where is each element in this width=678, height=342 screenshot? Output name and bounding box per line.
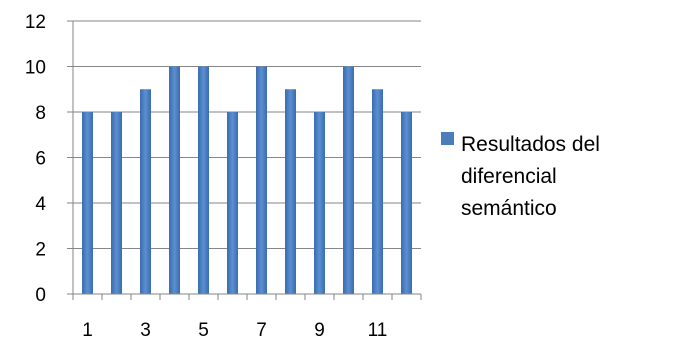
x-tick-label: 3 (140, 320, 151, 341)
y-tick-label: 10 (25, 58, 46, 79)
y-tick-label: 12 (25, 12, 46, 33)
bar (343, 66, 354, 294)
bar (256, 66, 267, 294)
x-tick-label: 7 (256, 320, 267, 341)
axes (67, 20, 422, 300)
bar (198, 66, 209, 294)
y-tick-label: 8 (35, 103, 46, 124)
x-tick-labels: 1 3 5 7 9 11 (82, 320, 387, 341)
bars (82, 66, 412, 294)
legend-label-line-1: Resultados del (461, 133, 600, 156)
bar (372, 89, 383, 294)
y-tick-label: 2 (35, 240, 46, 261)
x-tick-label: 5 (198, 320, 209, 341)
bar (227, 112, 238, 294)
bar (401, 112, 412, 294)
bar (314, 112, 325, 294)
y-tick-label: 4 (35, 194, 46, 215)
bar (111, 112, 122, 294)
x-tick-label: 9 (314, 320, 325, 341)
y-tick-labels: 0 2 4 6 8 10 12 (25, 12, 47, 306)
bar (140, 89, 151, 294)
bar (285, 89, 296, 294)
legend: Resultados del diferencial semántico (441, 132, 600, 220)
y-tick-label: 6 (35, 149, 46, 170)
y-tick-label: 0 (35, 285, 46, 306)
x-tick-label: 11 (368, 320, 388, 341)
bar (82, 112, 93, 294)
gridlines (73, 20, 421, 249)
legend-label-line-2: diferencial (461, 165, 557, 188)
x-tick-label: 1 (82, 320, 93, 341)
bar (169, 66, 180, 294)
legend-swatch (441, 132, 454, 145)
legend-label-line-3: semántico (461, 197, 557, 220)
